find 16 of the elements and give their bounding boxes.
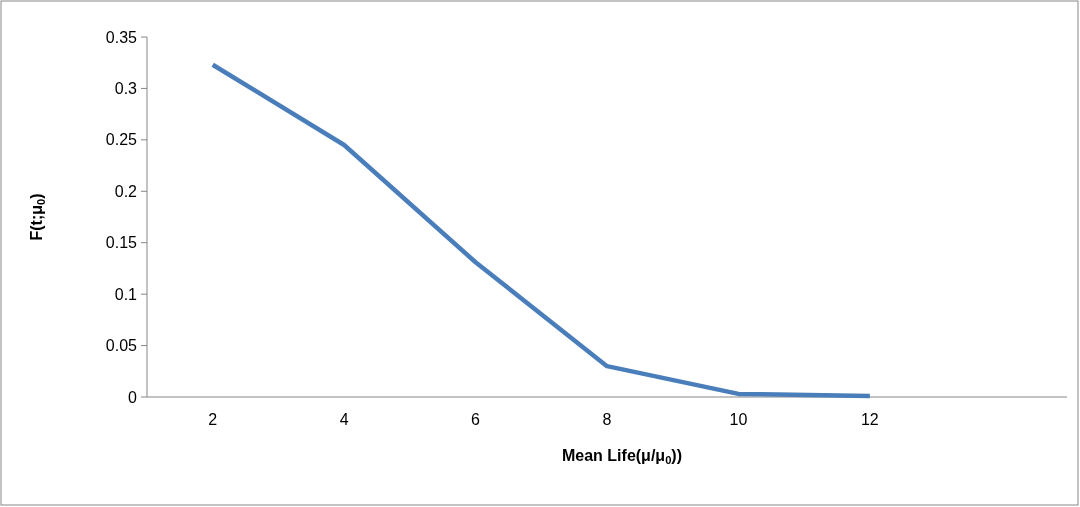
y-tick-label: 0.15 <box>105 234 138 252</box>
y-tick-label: 0.2 <box>114 182 138 200</box>
x-tick-label: 2 <box>208 411 218 428</box>
x-tick-label: 12 <box>860 411 879 428</box>
x-tick-label: 8 <box>602 411 612 428</box>
line-series <box>210 62 873 399</box>
x-tick-label: 4 <box>339 411 349 428</box>
x-tick-label: 10 <box>729 411 748 428</box>
x-axis-title: Mean Life(μ/μ$_{0}$)) <box>561 447 683 466</box>
y-tick-label: 0 <box>128 388 138 406</box>
y-tick-label: 0.3 <box>114 80 138 98</box>
y-tick-label: 0.05 <box>105 337 138 355</box>
y-tick-label: 0.35 <box>105 28 138 46</box>
y-tick-label: 0.1 <box>114 285 138 303</box>
y-tick-label: 0.25 <box>105 131 138 149</box>
x-tick-label: 6 <box>471 411 481 428</box>
